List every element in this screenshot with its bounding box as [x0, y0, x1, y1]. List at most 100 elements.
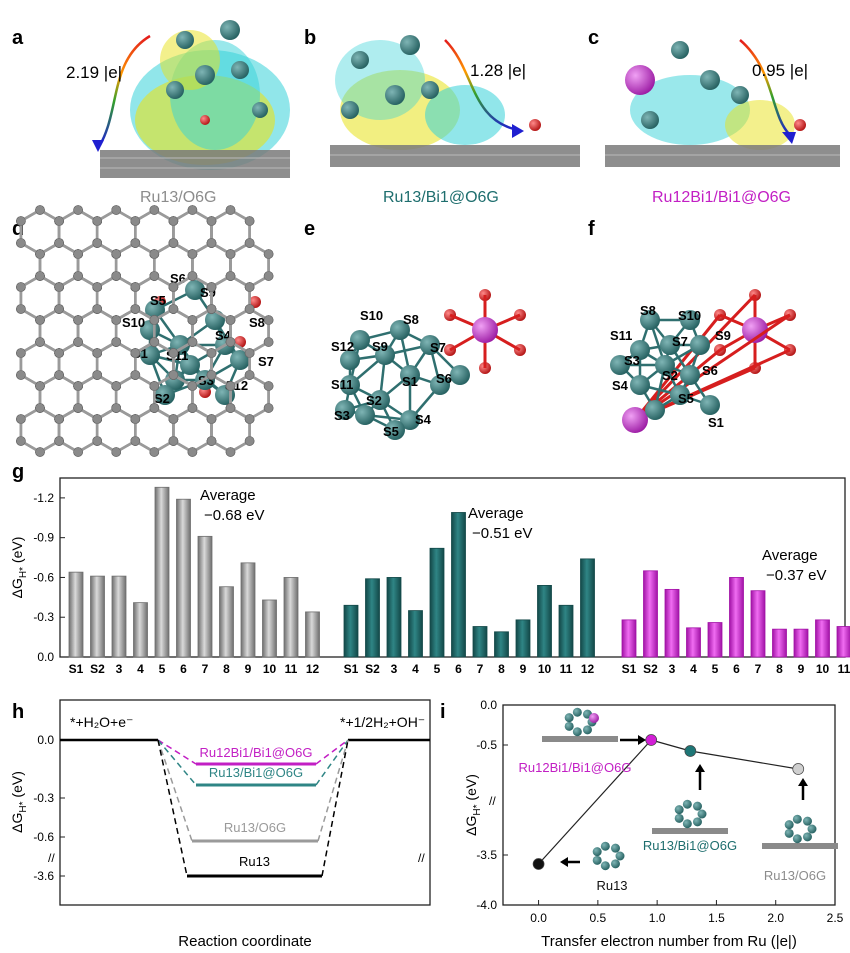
ruthenium-atom	[700, 395, 720, 415]
structure-name-c: Ru12Bi1/Bi1@O6G	[652, 189, 791, 206]
axis-break-mark: //	[48, 851, 55, 865]
x-tick-label: S2	[365, 662, 380, 676]
transfer-value-a: 2.19 |e|	[66, 63, 122, 82]
transfer-value-c: 0.95 |e|	[752, 61, 808, 80]
panel-f: f S8 S10 S11 S7 S9 S3 S2 S6 S4 S5 S1	[16, 205, 796, 457]
data-point	[645, 734, 658, 746]
bar	[686, 627, 701, 658]
transfer-arrow-c	[739, 39, 791, 136]
x-tick-label: 2.5	[827, 911, 844, 925]
transition-dash	[315, 739, 349, 765]
y-tick-label: -3.6	[33, 869, 54, 883]
point-label: Ru13/Bi1@O6G	[643, 838, 737, 853]
bar	[90, 575, 105, 658]
structure-name-a: Ru13/O6G	[140, 189, 216, 206]
ruthenium-atom	[385, 420, 405, 440]
ruthenium-atom	[645, 400, 665, 420]
bar-series: S1 S2 3 4 5 6 7 8 9 10 11 12	[68, 486, 320, 676]
panel-b: b 1.28 |e| Ru13/Bi1@O6G	[304, 27, 580, 206]
bar	[515, 619, 531, 658]
panel-label-a: a	[12, 27, 24, 49]
bar	[429, 547, 445, 658]
ruthenium-atom	[340, 375, 360, 395]
charge-density-a	[130, 20, 290, 170]
ruthenium-atom	[185, 280, 205, 300]
site-label: S7	[672, 334, 688, 349]
point-label: Ru13	[596, 878, 627, 893]
site-label: S5	[150, 293, 166, 308]
level-label: Ru12Bi1/Bi1@O6G	[200, 745, 313, 760]
site-label: S4	[612, 378, 629, 393]
transfer-value-b: 1.28 |e|	[470, 61, 526, 80]
x-axis-label: Reaction coordinate	[178, 933, 311, 950]
transition-dash	[317, 739, 349, 842]
x-tick-label: S1	[344, 662, 359, 676]
bar	[305, 611, 320, 658]
bar	[494, 631, 509, 658]
transition-dash	[321, 739, 349, 877]
site-label: S10	[360, 308, 383, 323]
y-axis-label: ΔGH* (eV)	[9, 771, 29, 833]
axis-break-mark: //	[489, 794, 496, 808]
ruthenium-atom	[145, 300, 165, 320]
ruthenium-atom	[205, 310, 225, 330]
ruthenium-atom	[180, 355, 200, 375]
cluster-thumbnail	[592, 841, 625, 871]
y-tick-label: -0.9	[33, 531, 54, 545]
x-tick-label: S1	[69, 662, 84, 676]
x-tick-label: S2	[90, 662, 105, 676]
site-label: S7	[430, 340, 446, 355]
pointer-arrowhead	[695, 764, 705, 772]
ruthenium-atom	[155, 385, 175, 405]
bismuth-atom	[472, 317, 498, 343]
site-label: S2	[662, 368, 678, 383]
ruthenium-atom	[430, 375, 450, 395]
bar	[621, 619, 637, 658]
x-tick-label: 4	[412, 662, 419, 676]
x-tick-label: 8	[498, 662, 505, 676]
x-tick-label: 9	[245, 662, 252, 676]
x-tick-label: 3	[391, 662, 398, 676]
x-tick-label: S1	[622, 662, 637, 676]
site-label: S8	[640, 303, 656, 318]
bar	[68, 571, 84, 658]
y-tick-label: -0.5	[476, 738, 497, 752]
ruthenium-atom	[140, 345, 160, 365]
plot-frame	[502, 704, 836, 906]
bar-series: S1 S2 3 4 5 6 7 8 9 10 11 12	[343, 512, 595, 676]
bar	[283, 577, 299, 658]
ruthenium-atom	[390, 320, 410, 340]
bar	[472, 626, 488, 658]
ruthenium-atom	[375, 345, 395, 365]
graphene-substrate-c	[605, 145, 840, 167]
trend-line	[538, 739, 652, 865]
site-label: S4	[415, 412, 432, 427]
x-tick-label: 11	[560, 662, 573, 676]
y-tick-label: -3.5	[476, 848, 497, 862]
site-label: S12	[331, 339, 354, 354]
ruthenium-atom	[610, 355, 630, 375]
bismuth-atom	[622, 407, 648, 433]
transition-dash	[157, 739, 188, 877]
x-tick-label: 7	[202, 662, 209, 676]
ruthenium-atom	[340, 350, 360, 370]
ruthenium-atom	[335, 400, 355, 420]
ruthenium-atom	[630, 375, 650, 395]
bar	[664, 588, 680, 658]
ruthenium-atom	[670, 385, 690, 405]
bar	[176, 498, 191, 658]
x-tick-label: 6	[455, 662, 462, 676]
data-point	[532, 858, 545, 870]
ruthenium-atom	[640, 310, 660, 330]
y-tick-label: -0.3	[33, 610, 54, 624]
bar	[451, 512, 466, 658]
charge-density-b	[335, 35, 541, 150]
x-tick-label: 10	[816, 662, 830, 676]
transfer-arrow-a	[98, 34, 151, 146]
average-value: −0.51 eV	[472, 525, 532, 542]
site-label: S10	[678, 308, 701, 323]
bar	[537, 585, 552, 658]
plot-frame	[59, 699, 431, 906]
site-label: S2	[154, 391, 170, 406]
